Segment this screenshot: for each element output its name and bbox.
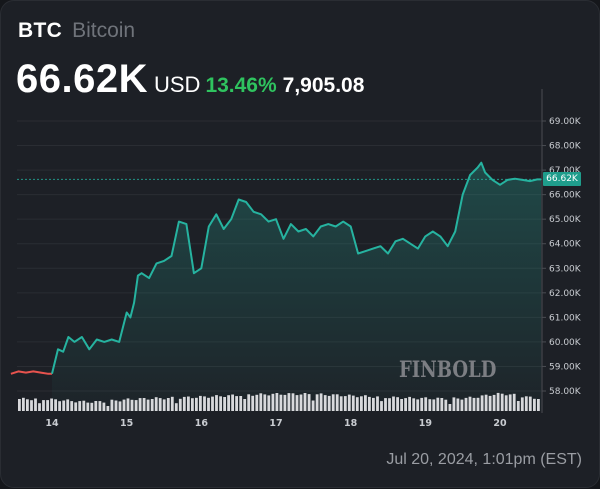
x-axis-ticks: 14 15 16 17 18 19 20	[45, 418, 507, 429]
current-price-tag: 66.62K	[543, 172, 581, 186]
ticker-symbol: BTC	[18, 19, 63, 42]
svg-text:14: 14	[45, 418, 59, 429]
current-price: 66.62K	[16, 57, 148, 101]
svg-text:15: 15	[120, 418, 133, 429]
currency-label: USD	[153, 72, 201, 97]
svg-text:59.00K: 59.00K	[549, 362, 582, 372]
svg-text:58.00K: 58.00K	[549, 387, 582, 397]
svg-text:19: 19	[419, 418, 432, 429]
svg-text:64.00K: 64.00K	[549, 240, 582, 250]
price-summary: 66.62K USD 13.46% 7,905.08	[16, 57, 364, 102]
change-absolute: 7,905.08	[282, 74, 365, 97]
finbold-watermark: FINBOLD	[399, 357, 497, 383]
change-percent: 13.46%	[205, 74, 277, 97]
svg-text:63.00K: 63.00K	[549, 264, 582, 274]
svg-text:62.00K: 62.00K	[549, 289, 582, 299]
svg-text:18: 18	[344, 418, 358, 429]
asset-name: Bitcoin	[72, 19, 136, 42]
volume-bars	[18, 392, 540, 411]
svg-text:16: 16	[195, 418, 209, 429]
asset-header: BTC Bitcoin	[18, 19, 135, 43]
svg-text:17: 17	[269, 418, 282, 429]
price-line-down	[10, 370, 52, 375]
svg-text:67.00K: 67.00K	[549, 166, 582, 176]
y-axis-ticks: 69.00K 68.00K 67.00K 66.00K 65.00K 64.00K 63.0…	[542, 117, 582, 397]
svg-text:68.00K: 68.00K	[549, 142, 582, 152]
svg-text:61.00K: 61.00K	[549, 313, 582, 323]
svg-text:60.00K: 60.00K	[549, 338, 582, 348]
price-area	[52, 162, 542, 411]
price-line-up	[51, 161, 542, 375]
svg-text:20: 20	[493, 418, 507, 429]
svg-text:66.00K: 66.00K	[549, 191, 582, 201]
timestamp: Jul 20, 2024, 1:01pm (EST)	[386, 451, 582, 468]
svg-text:69.00K: 69.00K	[549, 117, 582, 127]
svg-text:65.00K: 65.00K	[549, 215, 582, 225]
